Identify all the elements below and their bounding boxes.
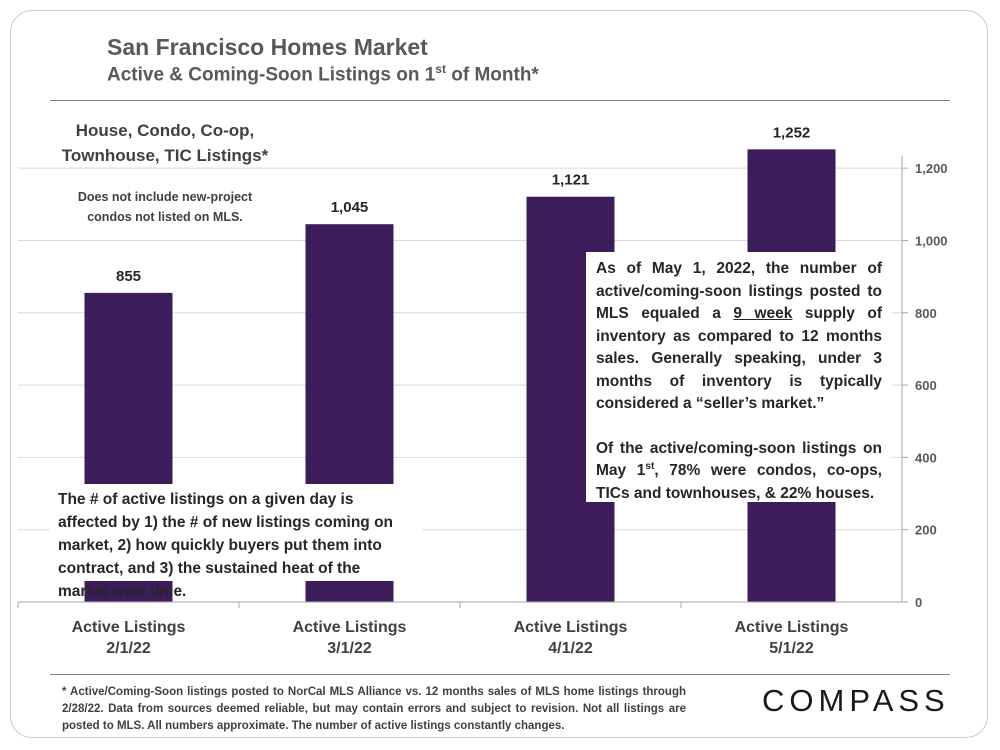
x-category-date: 5/1/22 [769,640,814,657]
y-axis: 0 200 400 600 800 1,000 1,200 [17,156,948,610]
annotation-right-p2: Of the active/coming-soon listings on Ma… [596,438,882,506]
top-divider [50,100,950,101]
scope-heading-line2: Townhouse, TIC Listings* [61,146,269,165]
bar-value-label: 1,252 [773,124,811,141]
p2-text: Of the active/coming-soon listings on Ma… [596,439,882,480]
p2-superscript: st [645,460,655,472]
subtitle-text: Active & Coming-Soon Listings on 1 [107,64,436,86]
p2-text-end: , 78% were condos, co-ops, TICs and town… [596,462,882,502]
p1-text: As of May 1, 2022, the number of active/… [596,260,882,322]
y-tick-label: 0 [915,595,922,610]
bottom-divider [50,674,950,675]
x-category-label: Active Listings [72,619,186,636]
y-tick-label: 600 [915,378,937,393]
y-tick-label: 1,200 [915,161,948,176]
y-tick-label: 400 [915,450,937,465]
p1-underlined: 9 week [733,305,793,322]
subtitle-text-end: of Month* [445,64,539,86]
scope-note-line2: condos not listed on MLS. [87,210,243,224]
scope-note-line1: Does not include new-project [77,190,253,204]
bar-value-label: 855 [116,268,141,285]
scope-note: Does not include new-project condos not … [40,187,290,227]
x-category-label: Active Listings [514,619,628,636]
subtitle-superscript: st [435,62,446,76]
bar-value-label: 1,045 [331,199,369,216]
x-category-date: 4/1/22 [548,640,593,657]
footnote: * Active/Coming-Soon listings posted to … [62,686,686,732]
page-subtitle: Active & Coming-Soon Listings on 1st of … [107,62,539,86]
annotation-left: The # of active listings on a given day … [50,484,422,600]
x-category-label: Active Listings [293,619,407,636]
compass-logo: COMPASS [762,683,950,718]
p1-text-end: supply of inventory as compared to 12 mo… [596,305,882,412]
annotation-right: As of May 1, 2022, the number of active/… [586,252,892,502]
y-tick-label: 1,000 [915,233,948,248]
labels: 855 Active Listings 2/1/22 1,045 Active List… [72,124,849,657]
x-category-label: Active Listings [735,619,849,636]
y-tick-label: 200 [915,523,937,538]
chart-scope-heading: House, Condo, Co-op, Townhouse, TIC List… [40,118,290,168]
bar-value-label: 1,121 [552,172,590,189]
y-tick-label: 800 [915,306,937,321]
x-category-date: 3/1/22 [327,640,372,657]
annotation-right-p1: As of May 1, 2022, the number of active/… [596,258,882,416]
scope-heading-line1: House, Condo, Co-op, [75,121,255,140]
page-title: San Francisco Homes Market [107,34,428,60]
slide-frame [10,10,988,738]
x-category-date: 2/1/22 [106,640,151,657]
